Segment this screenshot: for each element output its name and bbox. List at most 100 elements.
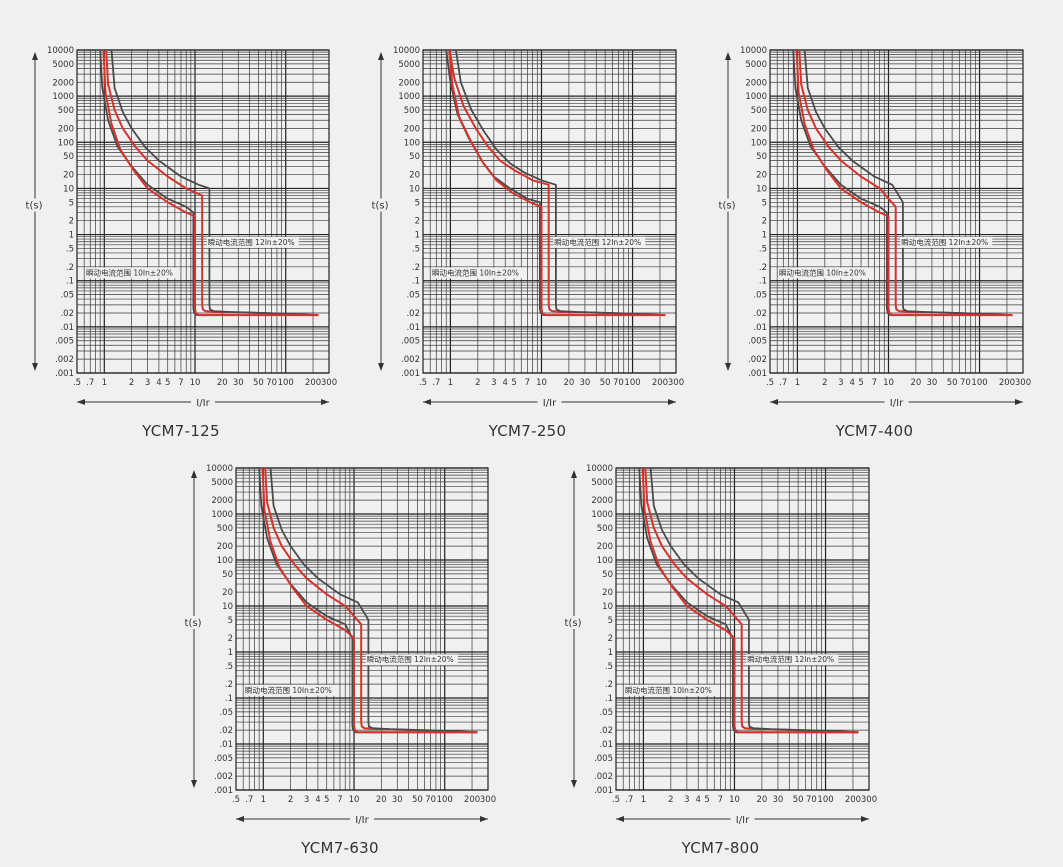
y-tick-label: .001	[55, 369, 74, 379]
y-tick-label: 200	[597, 542, 613, 552]
x-axis-label: I/Ir	[890, 398, 904, 409]
y-tick-label: 10000	[586, 464, 613, 474]
y-tick-label: .1	[605, 694, 613, 704]
trip-curve-dark	[110, 49, 319, 316]
arrow-down-icon	[725, 363, 731, 371]
y-tick-label: .002	[401, 355, 420, 365]
trip-curve-red	[641, 467, 859, 734]
y-tick-label: 10000	[393, 46, 420, 56]
y-tick-label: 10	[756, 184, 767, 194]
y-tick-label: 5000	[398, 60, 420, 70]
x-tick-label: 5	[704, 795, 709, 805]
y-tick-label: 5	[608, 616, 613, 626]
y-tick-label: 2	[608, 634, 613, 644]
arrow-down-icon	[191, 780, 197, 788]
y-tick-label: .005	[748, 337, 767, 347]
x-tick-label: .7	[86, 378, 94, 388]
y-tick-label: .02	[753, 309, 767, 319]
annotation-bg	[431, 267, 523, 279]
y-tick-label: 20	[222, 588, 233, 598]
y-tick-label: .1	[759, 277, 767, 287]
trip-curve-dark	[649, 467, 859, 734]
y-tick-label: 500	[404, 106, 420, 116]
annotation-instant-10in: 瞬动电流范围 10In±20%	[245, 685, 332, 695]
y-tick-label: .5	[412, 244, 420, 254]
y-tick-label: .005	[55, 337, 74, 347]
y-tick-label: .1	[66, 277, 74, 287]
x-tick-label: 100	[817, 795, 833, 805]
y-axis-label: t(s)	[372, 201, 389, 212]
y-label-bg	[22, 198, 48, 212]
x-tick-label: 20	[910, 378, 921, 388]
y-tick-label: .001	[594, 786, 613, 796]
annotation-instant-12in: 瞬动电流范围 12In±20%	[554, 237, 641, 247]
annotation-bg	[244, 684, 336, 696]
y-tick-label: .01	[406, 323, 420, 333]
x-tick-label: 10	[349, 795, 360, 805]
arrow-left-icon	[236, 816, 244, 822]
x-tick-label: 1	[641, 795, 646, 805]
x-tick-label: 70	[266, 378, 277, 388]
y-tick-label: 100	[751, 138, 767, 148]
annotation-instant-10in: 瞬动电流范围 10In±20%	[432, 267, 519, 277]
x-label-bg	[191, 395, 215, 408]
x-axis-label: I/Ir	[196, 398, 210, 409]
y-tick-label: .01	[753, 323, 767, 333]
y-tick-label: .2	[605, 680, 613, 690]
y-axis-label: t(s)	[565, 618, 582, 629]
annotation-bg	[365, 654, 458, 666]
trip-curve-dark	[803, 49, 1013, 316]
arrow-down-icon	[571, 780, 577, 788]
y-tick-label: 2	[228, 634, 233, 644]
x-label-bg	[537, 395, 562, 408]
arrow-up-icon	[378, 52, 384, 60]
y-tick-label: 5	[69, 198, 74, 208]
y-tick-label: .02	[219, 726, 233, 736]
y-tick-label: 5	[228, 616, 233, 626]
y-tick-label: 200	[217, 542, 233, 552]
y-tick-label: .002	[748, 355, 767, 365]
x-tick-label: 70	[425, 795, 436, 805]
arrow-up-icon	[571, 470, 577, 478]
x-tick-label: 300	[861, 795, 877, 805]
y-tick-label: .5	[225, 662, 233, 672]
x-tick-label: 30	[773, 795, 784, 805]
y-tick-label: 20	[63, 171, 74, 181]
y-tick-label: .05	[406, 291, 420, 301]
y-tick-label: .1	[225, 694, 233, 704]
y-tick-label: 2	[415, 217, 420, 227]
y-tick-label: 10	[222, 602, 233, 612]
arrow-down-icon	[32, 363, 38, 371]
arrow-right-icon	[668, 399, 676, 405]
x-tick-label: .5	[73, 378, 81, 388]
y-tick-label: .001	[748, 369, 767, 379]
y-tick-label: .002	[594, 772, 613, 782]
x-tick-label: 10	[729, 795, 740, 805]
y-tick-label: .001	[401, 369, 420, 379]
y-tick-label: 50	[222, 570, 233, 580]
plot-frame	[76, 49, 330, 374]
x-tick-label: 2	[668, 795, 673, 805]
y-axis-label: t(s)	[26, 201, 43, 212]
y-tick-label: .5	[759, 244, 767, 254]
x-tick-label: 70	[960, 378, 971, 388]
y-tick-label: 50	[409, 152, 420, 162]
y-tick-label: 5000	[591, 478, 613, 488]
y-tick-label: 5	[415, 198, 420, 208]
arrow-up-icon	[32, 52, 38, 60]
y-tick-label: .1	[412, 277, 420, 287]
y-tick-label: 1	[228, 648, 233, 658]
plot-frame	[235, 467, 489, 791]
x-label-bg	[884, 395, 909, 408]
arrow-down-icon	[378, 363, 384, 371]
y-axis-label: t(s)	[185, 618, 202, 629]
y-label-bg	[181, 616, 207, 629]
y-tick-label: 5	[762, 198, 767, 208]
arrow-left-icon	[423, 399, 431, 405]
chart-title: YCM7-250	[488, 422, 567, 440]
x-tick-label: 300	[480, 795, 496, 805]
plot-frame	[615, 467, 870, 791]
x-tick-label: 7	[872, 378, 877, 388]
y-tick-label: 100	[58, 138, 74, 148]
